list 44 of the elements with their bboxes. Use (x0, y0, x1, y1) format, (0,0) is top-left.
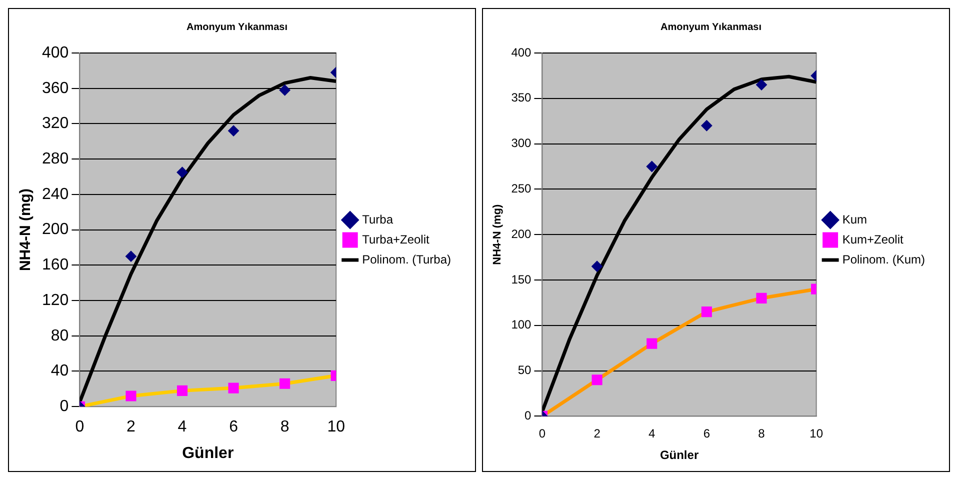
x-tick-label: 4 (178, 418, 187, 436)
chart-title: Amonyum Yıkanması (660, 22, 762, 33)
y-tick-label: 240 (42, 186, 69, 203)
y-tick-label: 120 (42, 292, 69, 309)
legend-label: Turba (362, 212, 394, 226)
y-axis-title: NH4-N (mg) (17, 188, 34, 272)
x-tick-label: 0 (75, 418, 84, 436)
x-tick-label: 0 (538, 426, 546, 441)
y-tick-label: 40 (50, 362, 69, 380)
y-tick-label: 200 (511, 226, 532, 241)
y-tick-label: 280 (42, 150, 69, 168)
y-tick-label: 100 (511, 318, 532, 332)
y-tick-label: 300 (511, 136, 532, 150)
legend-label: Kum (842, 212, 867, 226)
legend-label: Turba+Zeolit (362, 232, 430, 246)
x-tick-label: 8 (758, 426, 766, 441)
x-tick-label: 2 (594, 426, 601, 441)
x-tick-label: 8 (280, 418, 290, 436)
x-tick-label: 10 (810, 426, 824, 441)
x-tick-label: 4 (648, 426, 656, 441)
x-tick-label: 2 (126, 418, 136, 436)
legend-label: Polinom. (Turba) (362, 252, 452, 266)
x-tick-label: 6 (229, 418, 238, 436)
y-tick-label: 400 (42, 44, 69, 62)
y-tick-label: 150 (511, 272, 532, 286)
x-axis-title: Günler (182, 444, 234, 462)
y-tick-label: 80 (50, 327, 69, 344)
y-tick-label: 200 (42, 221, 69, 238)
chart-title: Amonyum Yıkanması (186, 22, 288, 33)
y-tick-label: 320 (42, 115, 69, 132)
x-tick-label: 6 (703, 426, 710, 441)
y-tick-label: 350 (511, 90, 532, 105)
y-axis-title: NH4-N (mg) (492, 204, 504, 265)
y-tick-label: 160 (42, 256, 69, 274)
y-tick-label: 0 (60, 398, 69, 416)
y-tick-label: 360 (42, 80, 69, 97)
y-tick-label: 400 (511, 45, 532, 60)
x-axis-title: Günler (660, 448, 699, 462)
legend-label: Polinom. (Kum) (842, 252, 926, 266)
y-tick-label: 250 (511, 182, 532, 196)
y-tick-label: 0 (524, 408, 532, 423)
x-tick-label: 10 (327, 418, 346, 436)
y-tick-label: 50 (518, 363, 532, 378)
legend-label: Kum+Zeolit (842, 232, 904, 246)
